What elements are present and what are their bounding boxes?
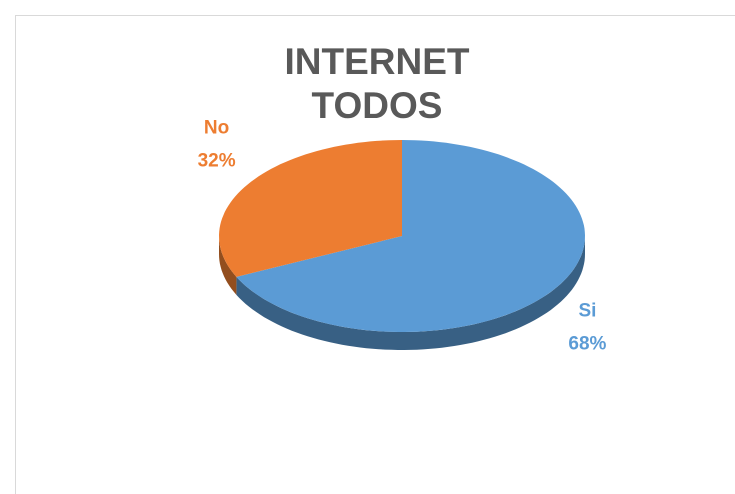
slice <box>219 140 402 277</box>
chart-frame <box>15 15 735 494</box>
data-label-category: Si <box>578 301 596 322</box>
slice-side <box>219 236 237 295</box>
data-label-category: No <box>204 117 229 138</box>
data-label-value: 68% <box>568 334 606 355</box>
chart-title: INTERNET TODOS <box>284 41 470 126</box>
data-label-value: 32% <box>198 150 236 171</box>
slice-side <box>236 236 585 350</box>
slice <box>236 140 585 332</box>
